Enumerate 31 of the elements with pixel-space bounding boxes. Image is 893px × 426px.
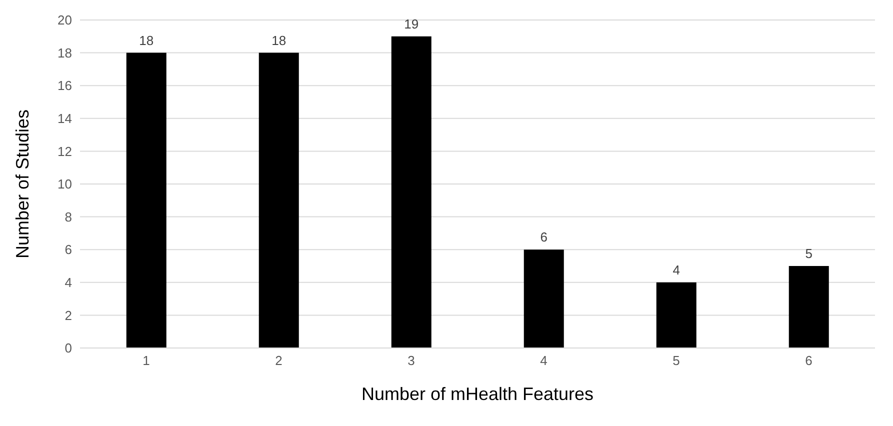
y-tick-label: 2: [64, 308, 72, 323]
y-tick-label: 12: [58, 144, 72, 159]
y-tick-label: 4: [64, 275, 72, 290]
y-tick-label: 0: [64, 340, 72, 356]
y-tick-label: 18: [58, 45, 72, 60]
bar: [656, 282, 696, 348]
x-tick-label: 3: [408, 353, 415, 368]
data-label: 19: [404, 16, 419, 32]
data-label: 18: [272, 32, 286, 48]
data-label: 5: [805, 246, 812, 261]
y-axis-title: Number of Studies: [12, 109, 32, 259]
x-tick-label: 1: [142, 353, 150, 368]
bar: [524, 250, 564, 348]
x-tick-label: 4: [540, 353, 548, 368]
x-tick-label: 5: [672, 353, 680, 368]
bar: [788, 266, 829, 348]
data-label: 18: [139, 32, 154, 48]
y-tick-label: 8: [64, 209, 72, 224]
bar: [126, 52, 166, 348]
y-tick-label: 10: [58, 176, 72, 192]
y-tick-label: 14: [58, 111, 72, 126]
y-tick-label: 16: [58, 78, 72, 94]
data-label: 6: [540, 230, 548, 245]
x-tick-label: 2: [275, 353, 282, 368]
x-tick-label: 6: [805, 353, 812, 368]
data-label: 4: [672, 262, 680, 278]
x-axis-title: Number of mHealth Features: [361, 384, 594, 404]
y-tick-label: 20: [58, 12, 72, 28]
bar: [258, 52, 299, 348]
bar: [391, 36, 432, 348]
y-tick-label: 6: [64, 242, 72, 258]
